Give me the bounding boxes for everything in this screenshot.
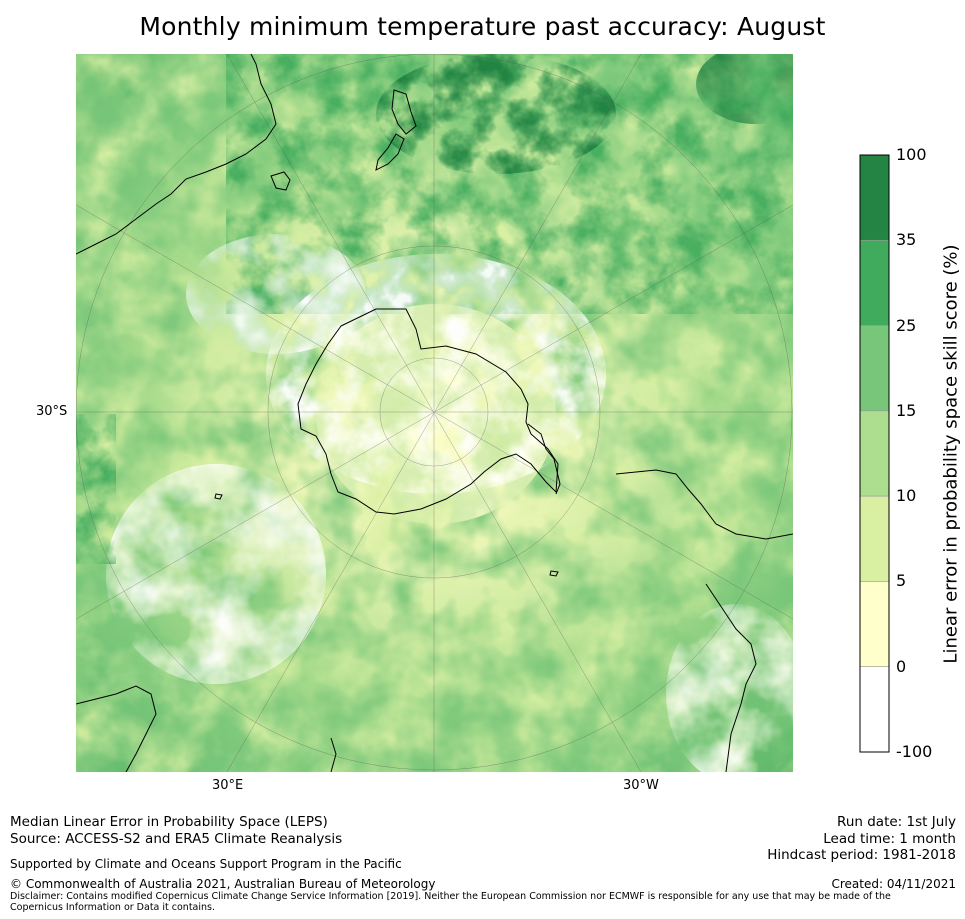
colorbar-tick-label: 25: [896, 315, 917, 335]
colorbar-tick-label: 10: [896, 486, 917, 506]
footer-created: Created: 04/11/2021: [831, 877, 956, 891]
colorbar-tick-label: 0: [896, 656, 907, 676]
antarctica-coastline: [297, 308, 559, 515]
colorbar-bin-6: [859, 581, 890, 668]
footer-support: Supported by Climate and Oceans Support …: [10, 857, 402, 871]
colorbar-bin-5: [859, 495, 890, 582]
high-skill-patch-northeast: [696, 54, 793, 124]
colorbar-bin-1: [859, 154, 890, 241]
footer-copyright: © Commonwealth of Australia 2021, Austra…: [10, 877, 436, 891]
south-america-coastline: [615, 469, 793, 540]
map-canvas: [76, 54, 793, 772]
colorbar-tick-label: 15: [896, 400, 917, 420]
colorbar-tick-label: 100: [896, 145, 927, 164]
footer-disclaimer: Disclaimer: Contains modified Copernicus…: [10, 891, 891, 913]
footer-method: Median Linear Error in Probability Space…: [10, 814, 328, 830]
coastlines: [76, 54, 793, 772]
south-georgia: [214, 493, 223, 500]
colorbar-swatches: [859, 154, 890, 753]
colorbar-tick-label: 35: [896, 230, 917, 250]
tasmania: [270, 171, 291, 191]
south-america-east-coast: [705, 583, 757, 772]
high-skill-patch-west-edge: [76, 414, 116, 564]
map-title: Monthly minimum temperature past accurac…: [139, 12, 826, 41]
africa-coastline: [76, 685, 157, 772]
colorbar-tick-label: -100: [896, 742, 933, 761]
new-zealand-south-island: [375, 133, 405, 171]
colorbar-bin-2: [859, 239, 890, 326]
pale-yellow-region-antarctica: [316, 304, 556, 524]
colorbar-bin-3: [859, 325, 890, 412]
colorbar-tick-label: 5: [896, 571, 907, 591]
falkland-islands: [549, 570, 559, 577]
new-zealand-north-island: [391, 89, 417, 135]
footer-lead-time: Lead time: 1 month: [823, 831, 956, 847]
madagascar: [330, 737, 337, 772]
colorbar: [859, 154, 890, 753]
colorbar-border: [859, 154, 890, 753]
colorbar-bin-4: [859, 410, 890, 497]
latitude-label-30s: 30°S: [36, 404, 68, 419]
graticule: [76, 54, 793, 772]
low-skill-region-northwest: [186, 234, 366, 354]
low-skill-region-west: [106, 464, 326, 684]
high-skill-patch-north: [376, 54, 616, 174]
low-skill-region-southeast: [666, 604, 793, 772]
skill-score-map[interactable]: [76, 54, 793, 772]
colorbar-label: Linear error in probability space skill …: [940, 244, 962, 664]
longitude-label-30e: 30°E: [212, 778, 244, 793]
footer-run-date: Run date: 1st July: [837, 814, 956, 830]
antarctic-peninsula: [527, 423, 561, 495]
longitude-label-30w: 30°W: [623, 778, 659, 793]
colorbar-bin-7: [859, 666, 890, 753]
footer-hindcast-period: Hindcast period: 1981-2018: [767, 847, 956, 863]
australia-coastline: [76, 54, 277, 255]
footer-source: Source: ACCESS-S2 and ERA5 Climate Reana…: [10, 831, 343, 847]
